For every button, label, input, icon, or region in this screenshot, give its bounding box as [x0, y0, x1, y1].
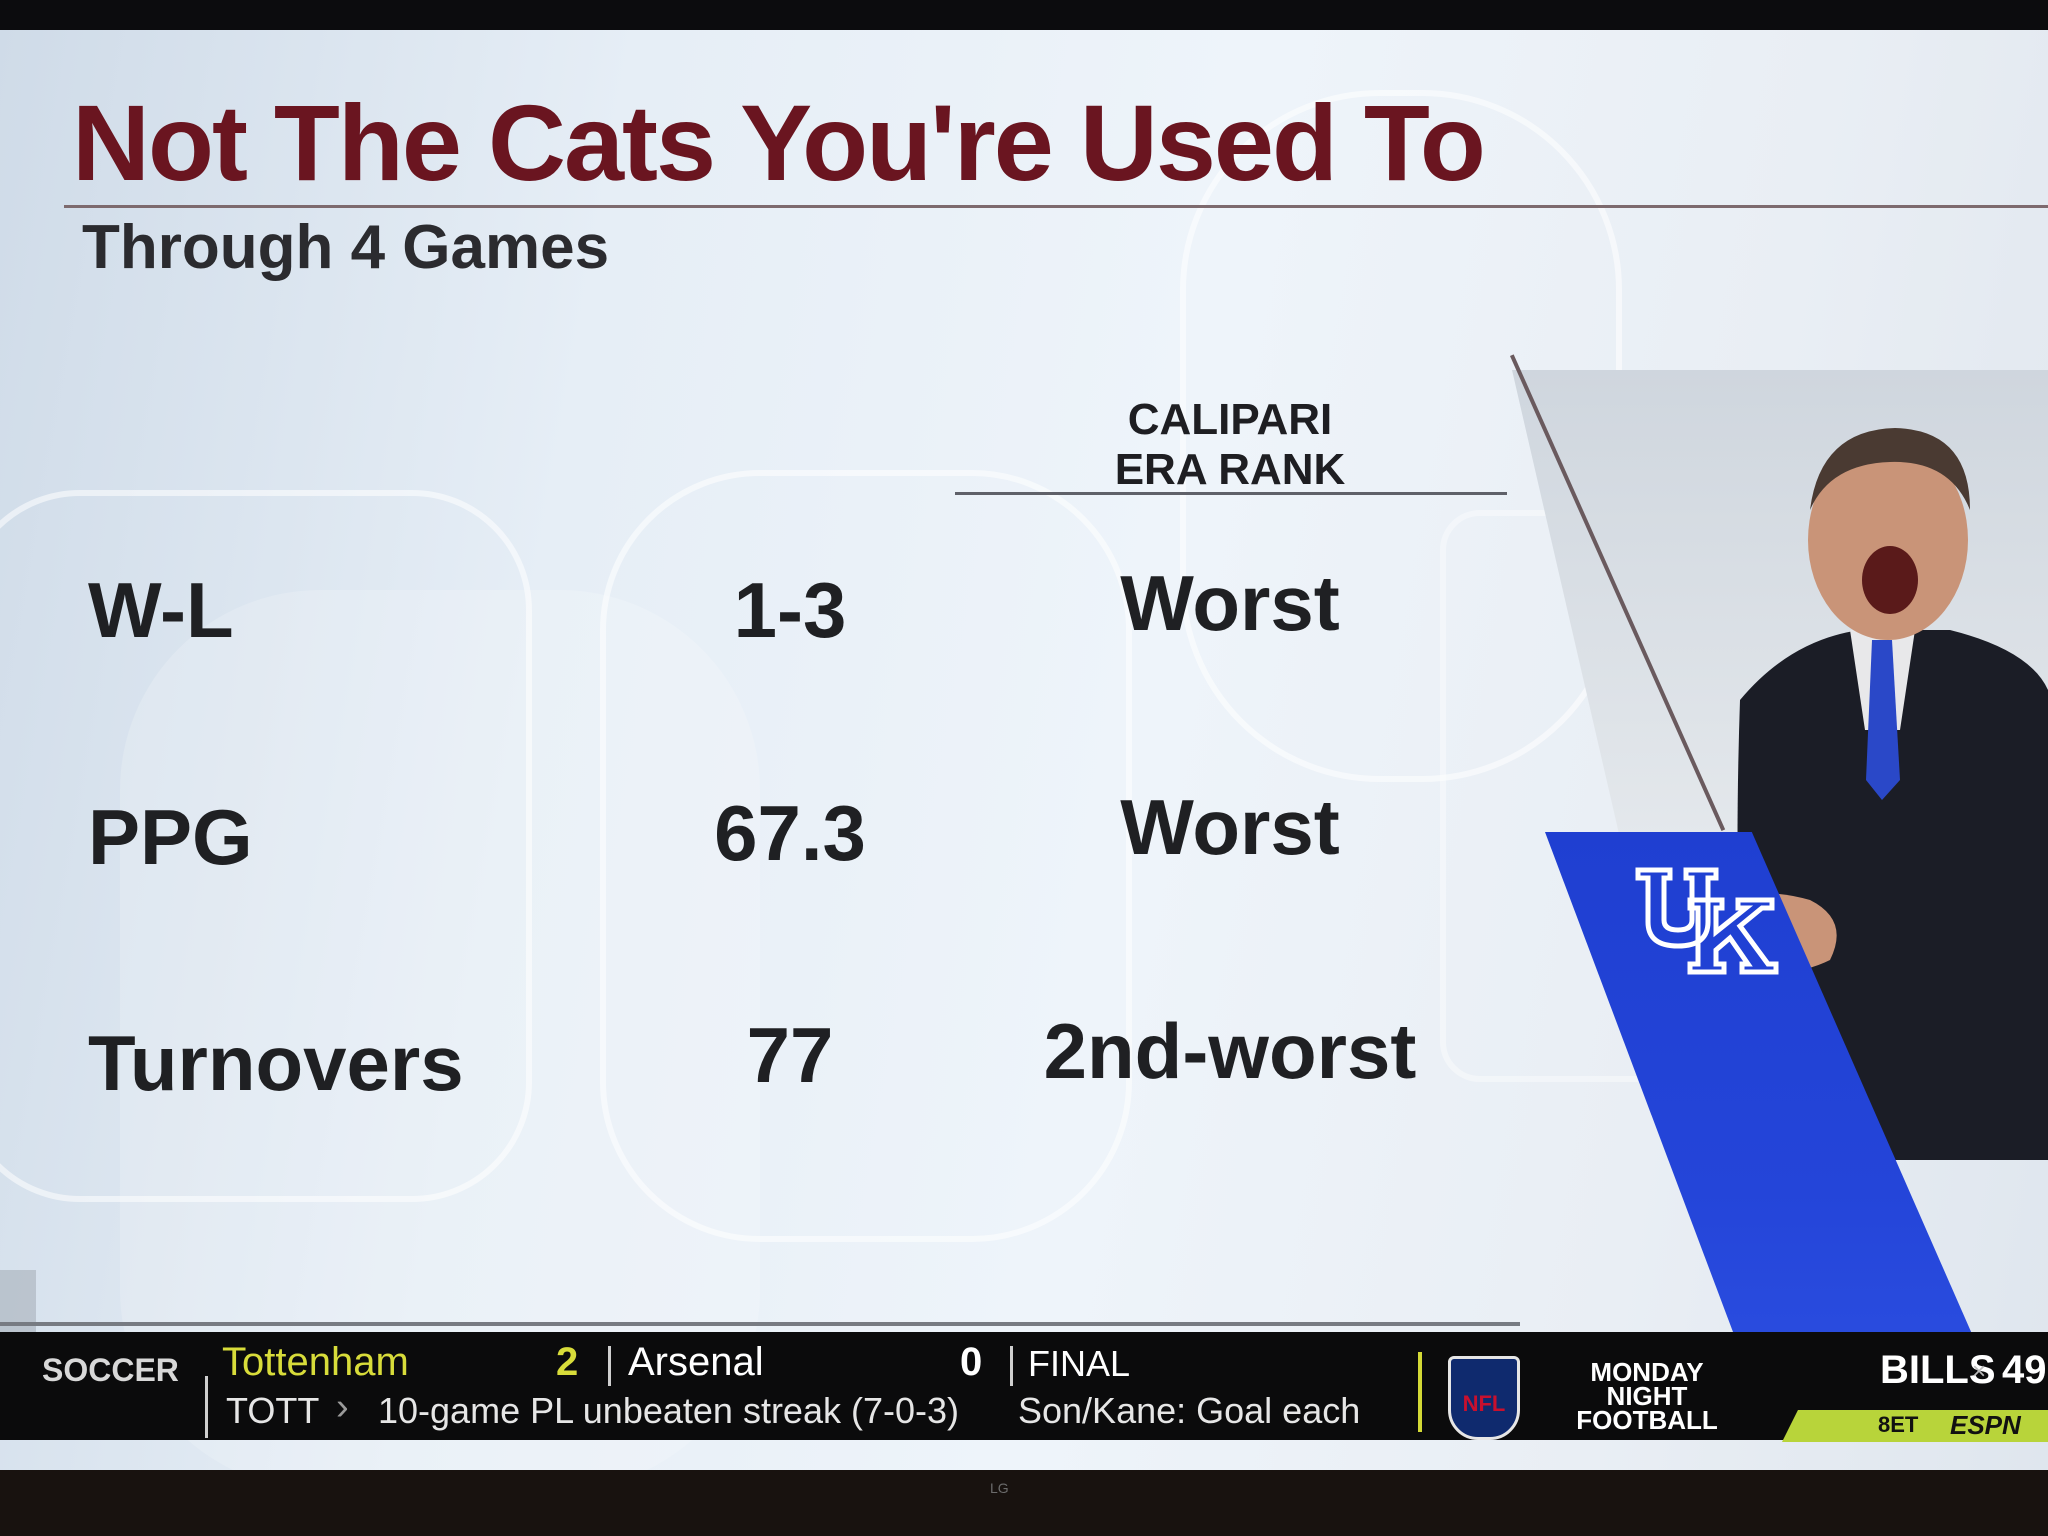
ticker-sport-label: SOCCER [42, 1352, 179, 1388]
ticker-section-divider [1418, 1352, 1422, 1432]
ticker-divider [608, 1346, 611, 1386]
ticker-team-abbr: TOTT [226, 1390, 320, 1431]
promo-team1: BILLS [1880, 1348, 1996, 1392]
promo-time: 8ET [1878, 1412, 1919, 1437]
ticker-top-line [0, 1322, 1520, 1326]
ticker-score2: 0 [960, 1340, 983, 1384]
uk-logo-icon [1635, 867, 1779, 975]
background-shape [0, 490, 532, 1202]
promo-team2: 49E [2002, 1348, 2048, 1392]
stat-rank: Worst [1120, 783, 1340, 871]
stat-label: Turnovers [88, 1019, 464, 1107]
ticker-note: Son/Kane: Goal each [1018, 1390, 1361, 1431]
tv-bezel [0, 1470, 2048, 1536]
stat-value: 77 [746, 1011, 834, 1099]
ticker-game-status: FINAL [1028, 1343, 1131, 1384]
graphic-title: Not The Cats You're Used To [72, 82, 1486, 203]
promo-vs: × [1972, 1358, 1987, 1385]
score-ticker [0, 1332, 2048, 1440]
ticker-divider [205, 1376, 208, 1438]
ticker-team2: Arsenal [628, 1340, 764, 1384]
chevron-right-icon: › [336, 1386, 349, 1428]
stat-value: 67.3 [714, 789, 866, 877]
promo-bar [1782, 1410, 2048, 1442]
ticker-divider [1010, 1346, 1013, 1386]
title-divider [64, 205, 2048, 208]
stat-label: PPG [88, 793, 253, 881]
monday-night-football-promo: MONDAY NIGHT FOOTBALL [1576, 1357, 1718, 1435]
espn-logo-icon: ESPN [1950, 1410, 2021, 1440]
stat-value: 1-3 [733, 566, 847, 654]
stat-rank: 2nd-worst [1043, 1007, 1417, 1095]
ticker-headline: 10-game PL unbeaten streak (7-0-3) [378, 1390, 959, 1431]
background-shape [600, 470, 1132, 1242]
column-header-divider [955, 492, 1507, 495]
column-header-calipari-era-rank: CALIPARI ERA RANK [1114, 395, 1346, 494]
background-shape [0, 1270, 36, 1332]
tv-brand-logo: LG [990, 1480, 1009, 1496]
stat-rank: Worst [1120, 559, 1340, 647]
stat-label: W-L [88, 566, 234, 654]
ticker-score1: 2 [556, 1340, 579, 1384]
ticker-team1: Tottenham [222, 1340, 409, 1384]
graphic-subtitle: Through 4 Games [82, 213, 610, 282]
nfl-shield-icon: NFL [1448, 1356, 1520, 1440]
